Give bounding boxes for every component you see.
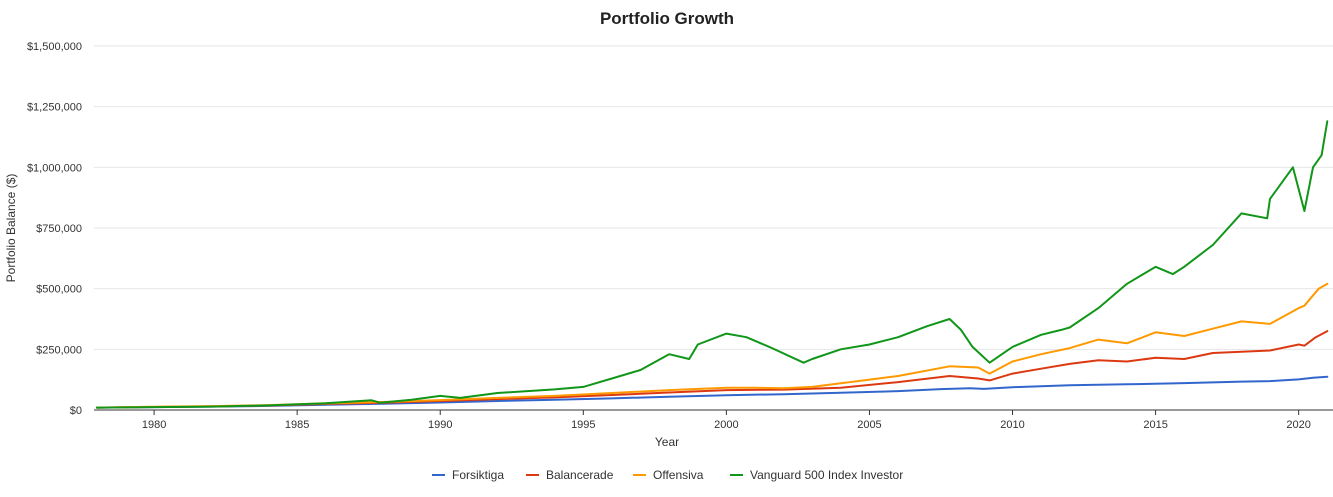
- x-tick-label: 1995: [571, 419, 595, 431]
- legend: Forsiktiga Balancerade Offensiva Vanguard 5…: [432, 468, 903, 482]
- y-axis-label: Portfolio Balance ($): [4, 174, 18, 283]
- y-tick-label: $1,500,000: [27, 41, 82, 53]
- x-tick-label: 2005: [857, 419, 881, 431]
- x-tick-label: 2020: [1286, 419, 1310, 431]
- y-tick-label: $500,000: [36, 284, 82, 296]
- x-tick-label: 2015: [1143, 419, 1167, 431]
- y-tick-label: $250,000: [36, 344, 82, 356]
- y-axis-ticks: $0 $250,000 $500,000 $750,000 $1,000,000 $1,2…: [27, 41, 82, 417]
- series-line-4: [95, 120, 1329, 409]
- y-tick-label: $1,000,000: [27, 162, 82, 174]
- y-tick-label: $0: [70, 405, 82, 417]
- series-line-1: [95, 375, 1329, 409]
- x-axis-label: Year: [655, 435, 679, 449]
- series-line-3: [95, 282, 1329, 409]
- x-tick-label: 2010: [1000, 419, 1024, 431]
- x-axis-ticks: 1980 1985 1990 1995 2000 2005 2010 2015 2020: [142, 410, 1311, 431]
- legend-item-label: Offensiva: [653, 468, 704, 482]
- gridlines: [94, 45, 1333, 411]
- y-tick-label: $750,000: [36, 223, 82, 235]
- series-lines: [95, 120, 1329, 409]
- legend-item-label: Forsiktiga: [452, 468, 504, 482]
- x-tick-label: 1980: [142, 419, 166, 431]
- legend-item-label: Vanguard 500 Index Investor: [750, 468, 903, 482]
- chart-title: Portfolio Growth: [600, 9, 734, 28]
- x-tick-label: 2000: [714, 419, 738, 431]
- x-tick-label: 1985: [285, 419, 309, 431]
- y-tick-label: $1,250,000: [27, 102, 82, 114]
- legend-item-label: Balancerade: [546, 468, 614, 482]
- x-tick-label: 1990: [428, 419, 452, 431]
